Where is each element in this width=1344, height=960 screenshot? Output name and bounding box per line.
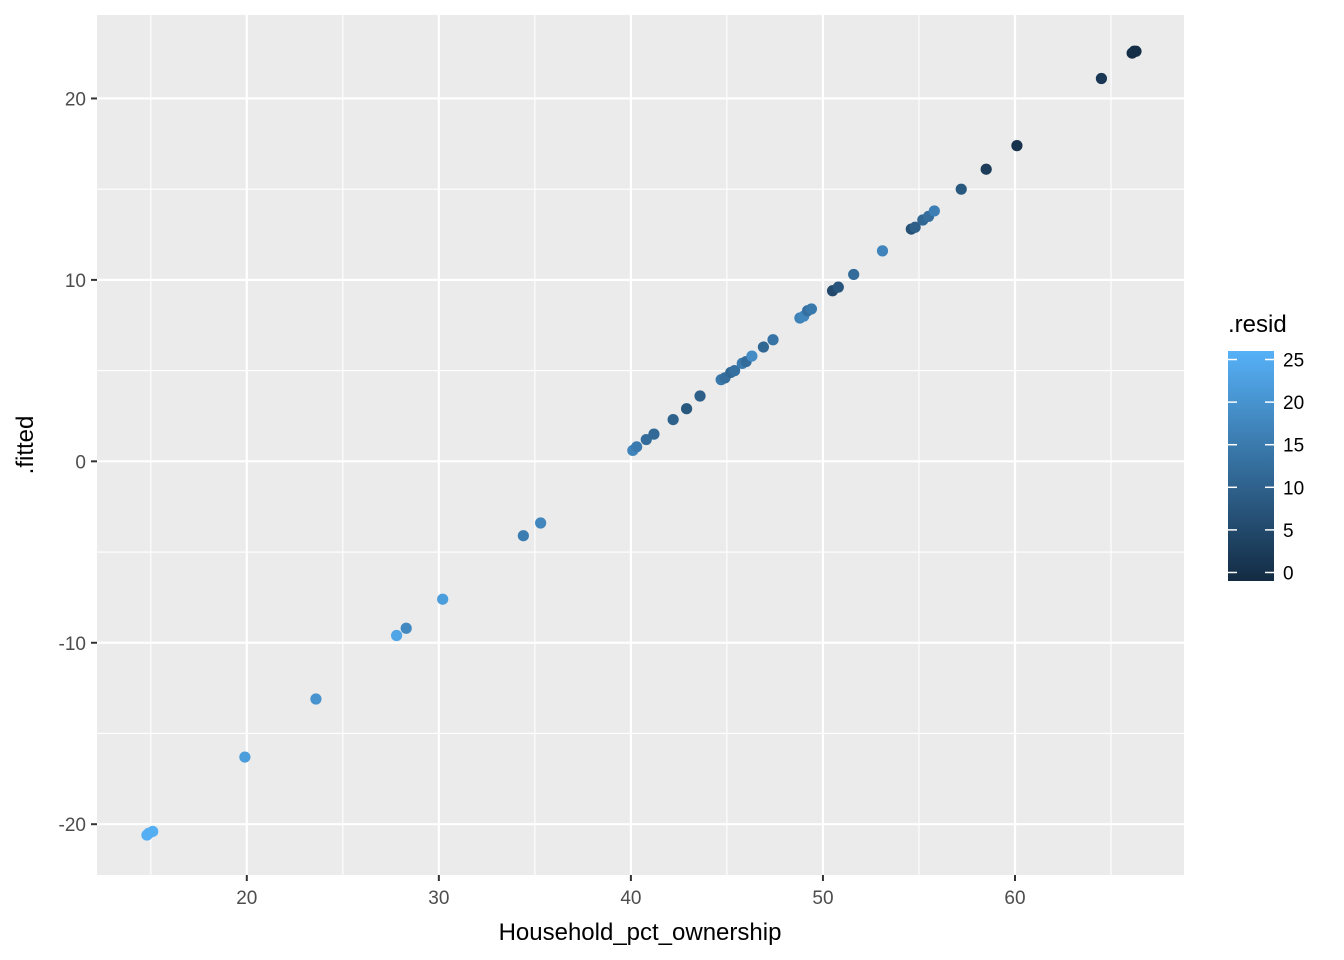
data-point [832,281,844,293]
data-point [390,629,403,642]
minor-gridlines [97,15,1184,875]
data-point [400,622,412,634]
data-point [437,593,449,605]
data-point [767,334,779,346]
data-point [1095,72,1108,85]
legend-ticks: 0 5 10 15 20 25 [1228,351,1304,584]
legend-tick-label: 20 [1283,393,1304,414]
x-tick-label: 40 [620,888,641,909]
data-point [876,245,889,257]
x-tick-label: 30 [428,888,449,909]
data-point [848,268,860,281]
data-point [980,163,992,175]
y-tick-label: 20 [65,89,86,110]
y-tick-label: -10 [59,634,86,655]
x-tick-label: 20 [236,888,257,909]
x-tick-label: 60 [1004,888,1025,909]
x-axis-title: Household_pct_ownership [499,919,782,946]
legend-colorbar [1228,351,1274,581]
color-legend: .resid 0 5 10 15 20 25 [1228,311,1304,584]
y-axis-title: .fitted [12,416,39,475]
data-point [310,693,322,705]
legend-tick-label: 15 [1283,436,1304,457]
data-point [1130,45,1142,57]
data-point [757,341,770,353]
data-point [680,403,693,415]
x-axis-ticks: 20 30 40 50 60 [236,875,1026,909]
legend-tick-label: 0 [1283,563,1294,584]
data-point [535,517,547,529]
data-point [694,390,706,402]
data-point [147,825,159,838]
data-point [746,350,758,362]
data-point [667,413,679,426]
y-tick-label: 10 [65,271,86,292]
x-tick-label: 50 [812,888,833,909]
major-gridlines [97,15,1184,875]
data-points [141,45,1142,841]
data-point [729,365,741,377]
data-point [631,441,643,453]
data-point [955,183,967,195]
data-point [1011,140,1023,152]
legend-tick-label: 5 [1283,521,1294,542]
data-point [517,530,529,542]
data-point [909,221,921,233]
legend-tick-label: 10 [1283,478,1304,499]
y-tick-label: -20 [59,815,86,836]
data-point [928,205,940,217]
y-tick-label: 0 [75,452,86,473]
y-axis-ticks: -20 -10 0 10 20 [59,89,97,836]
legend-tick-label: 25 [1283,351,1304,372]
data-point [239,751,251,763]
data-point [648,428,660,440]
legend-title: .resid [1228,311,1287,338]
data-point [805,303,818,315]
